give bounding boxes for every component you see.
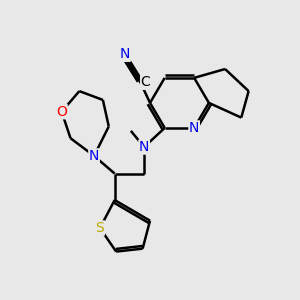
Text: C: C [141, 75, 151, 89]
Text: O: O [56, 105, 67, 119]
Text: N: N [189, 121, 200, 135]
Text: N: N [120, 47, 130, 61]
Text: N: N [139, 140, 149, 154]
Text: S: S [96, 221, 104, 235]
Text: N: N [89, 149, 99, 163]
